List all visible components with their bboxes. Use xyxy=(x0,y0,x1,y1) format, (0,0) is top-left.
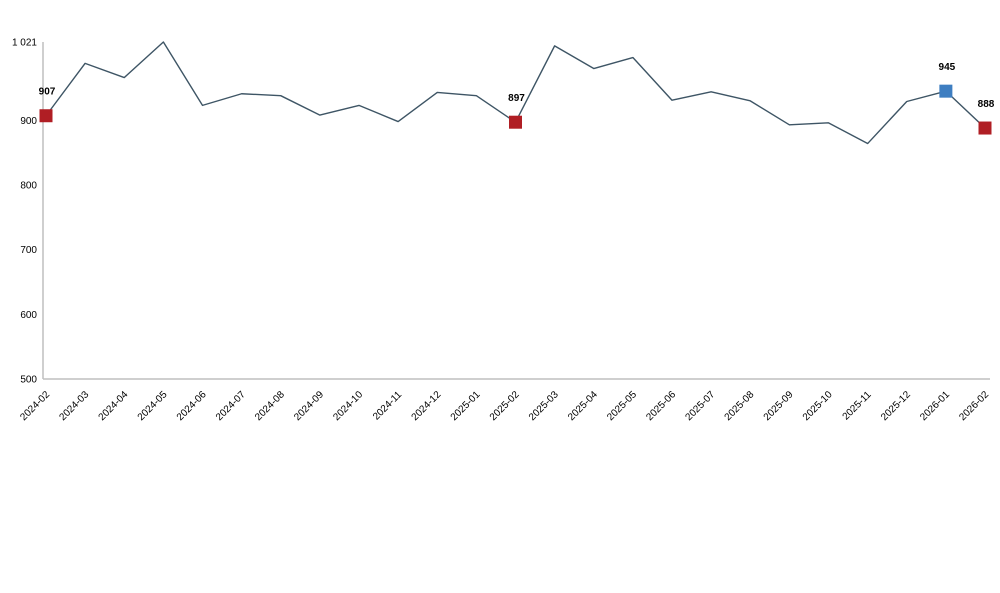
y-axis-tick-label: 700 xyxy=(20,245,37,256)
x-axis-tick-label: 2024-07 xyxy=(214,389,248,423)
data-point-label: 888 xyxy=(978,99,995,110)
x-axis-tick-label: 2026-02 xyxy=(957,389,991,423)
data-point-label: 907 xyxy=(39,87,56,98)
data-point-label: 897 xyxy=(508,93,525,104)
x-axis-tick-label: 2024-10 xyxy=(331,389,365,423)
x-axis-tick-label: 2025-01 xyxy=(449,389,483,423)
x-axis-tick-label: 2024-02 xyxy=(18,389,52,423)
x-axis-tick-label: 2024-03 xyxy=(58,389,92,423)
y-axis-tick-label: 600 xyxy=(20,310,37,321)
y-axis-tick-label: 1 021 xyxy=(12,38,37,49)
x-axis-tick-label: 2025-02 xyxy=(488,389,522,423)
x-axis-tick-label: 2024-05 xyxy=(136,389,170,423)
x-axis-tick-label: 2025-12 xyxy=(879,389,913,423)
x-axis-tick-label: 2024-12 xyxy=(410,389,444,423)
x-axis-tick-label: 2025-09 xyxy=(762,389,796,423)
data-point-marker xyxy=(39,109,53,123)
x-axis-tick-label: 2024-06 xyxy=(175,389,209,423)
x-axis-tick-label: 2026-01 xyxy=(918,389,952,423)
x-axis-tick-label: 2024-09 xyxy=(292,389,326,423)
x-axis-tick-label: 2024-11 xyxy=(371,389,405,423)
y-axis-tick-label: 500 xyxy=(20,375,37,386)
data-point-marker xyxy=(939,84,953,98)
x-axis-tick-label: 2025-11 xyxy=(841,389,875,423)
x-axis-tick-label: 2024-04 xyxy=(97,389,131,423)
x-axis-tick-label: 2025-04 xyxy=(566,389,600,423)
x-axis-tick-label: 2025-05 xyxy=(605,389,639,423)
x-axis-tick-label: 2024-08 xyxy=(253,389,287,423)
y-axis-tick-label: 800 xyxy=(20,180,37,191)
x-axis-tick-label: 2025-10 xyxy=(801,389,835,423)
data-point-label: 945 xyxy=(939,62,956,73)
x-axis-tick-label: 2025-08 xyxy=(723,389,757,423)
x-axis-tick-label: 2025-03 xyxy=(527,389,561,423)
y-axis-tick-label: 900 xyxy=(20,116,37,127)
data-point-marker xyxy=(978,121,992,135)
x-axis-tick-label: 2025-07 xyxy=(684,389,718,423)
data-point-marker xyxy=(509,115,522,129)
x-axis-tick-label: 2025-06 xyxy=(644,389,678,423)
